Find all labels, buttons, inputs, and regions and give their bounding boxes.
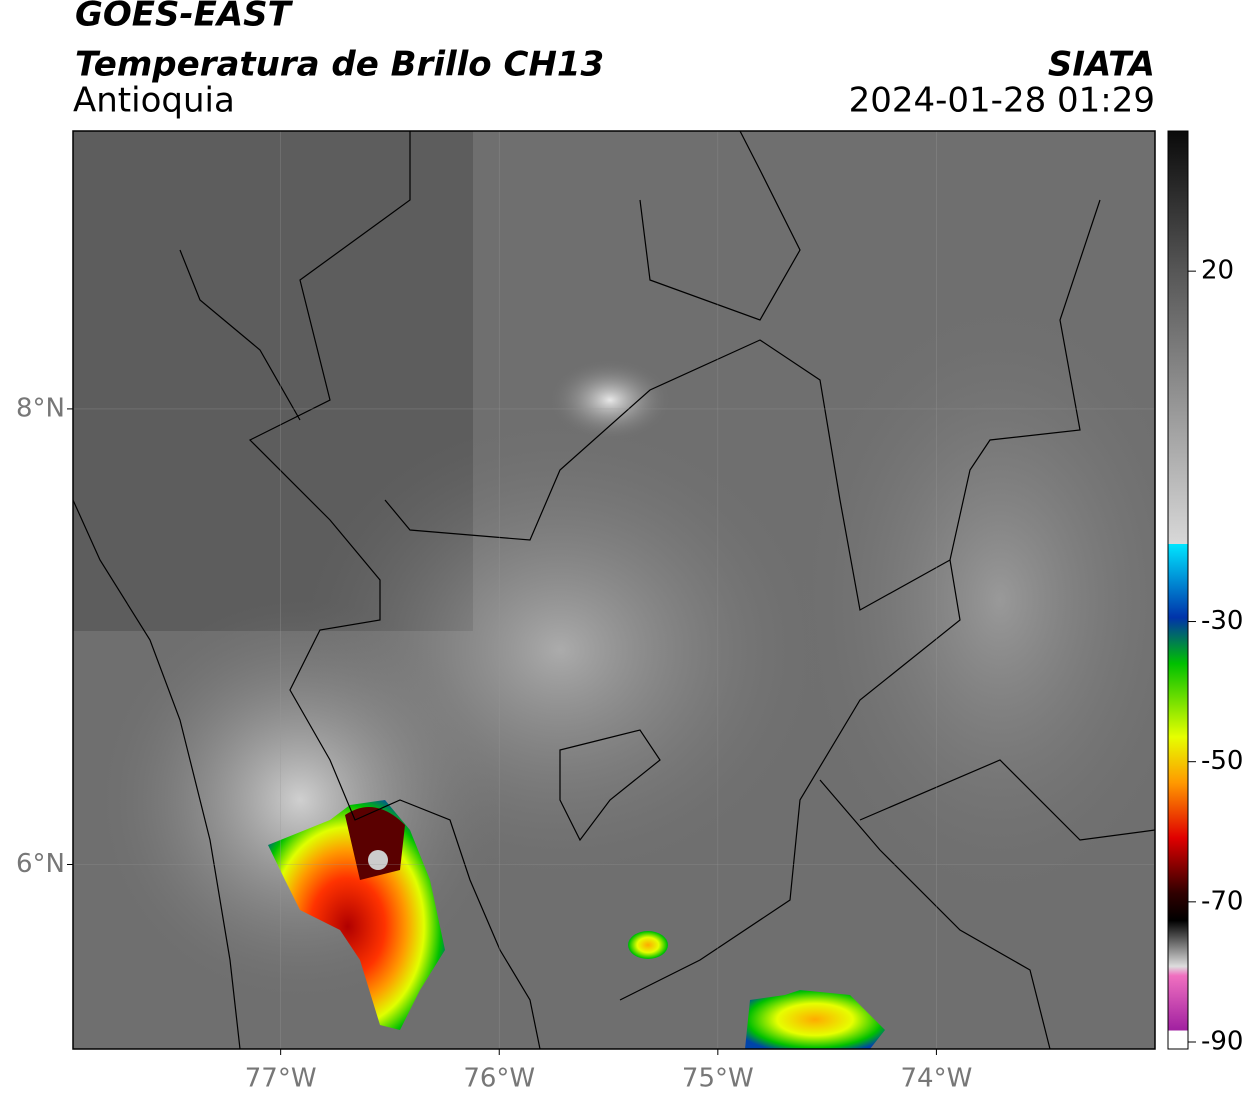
colorbar-tick-label: -50 [1201, 746, 1243, 776]
x-tick-label: 77°W [245, 1064, 317, 1094]
colorbar-tick-label: -90 [1201, 1026, 1243, 1056]
x-tick-label: 76°W [463, 1064, 535, 1094]
datetime: 2024-01-28 01:29 [849, 81, 1155, 121]
y-tick-label: 8°N [16, 393, 65, 423]
region: Antioquia [73, 81, 235, 121]
map-frame [72, 130, 1156, 1050]
colorbar-tick-label: -30 [1201, 606, 1243, 636]
graticule [73, 131, 1155, 1049]
subtitle: Temperatura de Brillo CH13 [75, 45, 604, 85]
colorbar [1167, 130, 1189, 1050]
colorbar-tick-label: 20 [1201, 256, 1234, 286]
source: SIATA [1048, 45, 1155, 85]
map-image [73, 131, 1155, 1049]
x-tick-label: 75°W [682, 1064, 754, 1094]
y-tick-label: 6°N [16, 849, 65, 879]
colorbar-tick-label: -70 [1201, 886, 1243, 916]
title: GOES-EAST [75, 0, 294, 35]
x-tick-label: 74°W [901, 1064, 973, 1094]
